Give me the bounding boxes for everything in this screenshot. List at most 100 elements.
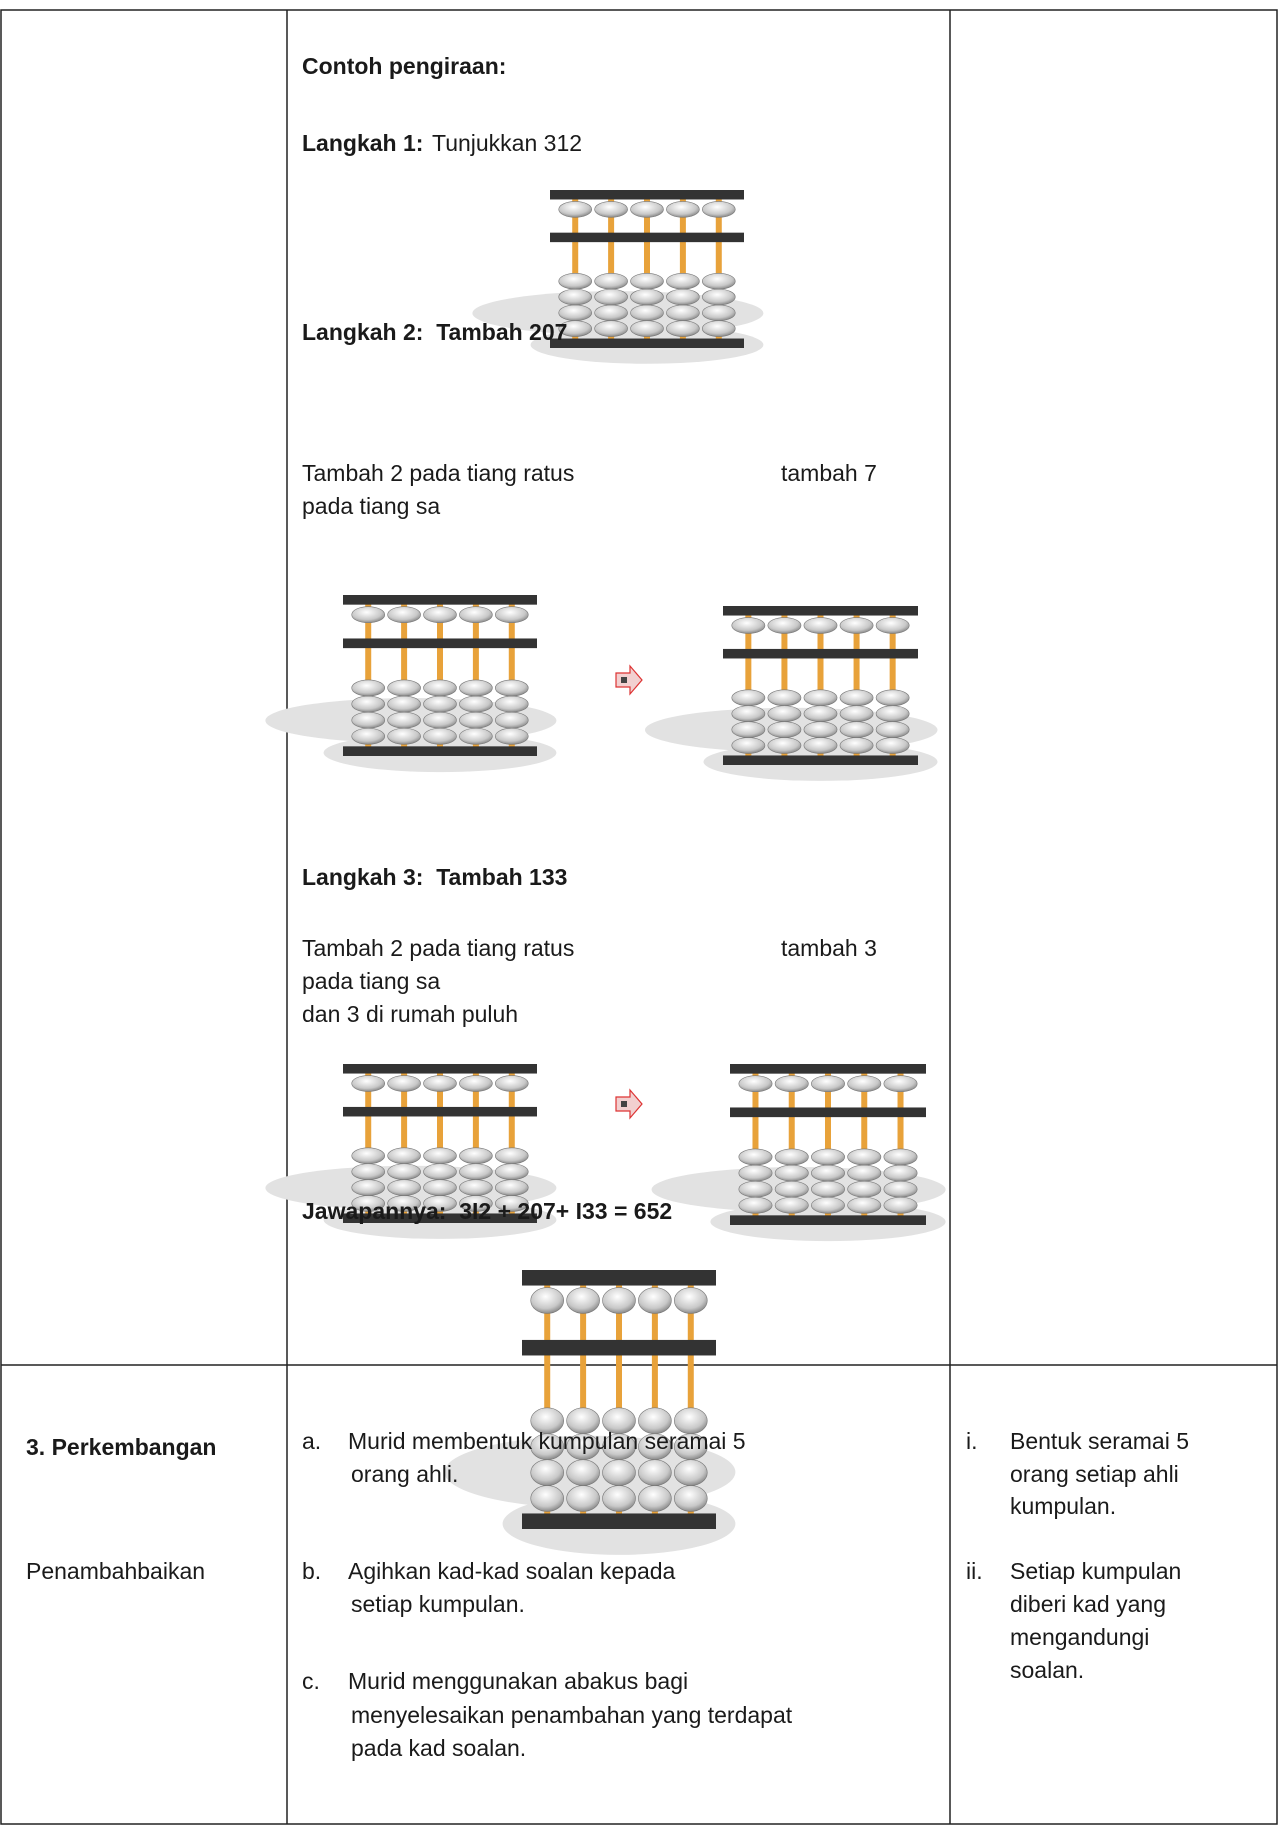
step-title: Langkah 2: Tambah 207	[302, 319, 568, 345]
bead	[883, 1075, 918, 1093]
bead	[494, 727, 529, 745]
bead	[387, 679, 421, 697]
arrow-mark	[621, 1101, 627, 1107]
rod	[651, 1270, 658, 1529]
rod	[825, 1064, 831, 1225]
bead	[387, 606, 421, 624]
frame-bar	[550, 232, 744, 243]
rod	[472, 595, 479, 756]
bead	[459, 1179, 493, 1196]
step-title: Langkah 3: Tambah 133	[302, 864, 568, 890]
bead	[566, 1407, 600, 1435]
frame-bar	[723, 606, 918, 616]
bead	[774, 1148, 809, 1166]
list-line: Agihkan kad-kad soalan kepada	[348, 1558, 676, 1584]
bead	[351, 1163, 386, 1180]
stage: 3. Perkembangan	[26, 1434, 217, 1460]
bead	[387, 1147, 421, 1165]
bead	[566, 1485, 600, 1512]
bead	[602, 1485, 636, 1512]
bead	[630, 304, 664, 322]
bead	[811, 1180, 845, 1198]
rod	[853, 606, 860, 765]
bead	[387, 1075, 421, 1092]
bead	[351, 695, 386, 713]
bead	[738, 1164, 773, 1182]
bead	[883, 1148, 918, 1166]
bead	[738, 1196, 773, 1214]
rod	[897, 1064, 904, 1225]
bead	[701, 288, 736, 306]
frame-bar	[522, 1339, 716, 1356]
bead	[494, 695, 529, 713]
list-line: Bentuk seramai 5	[1010, 1428, 1189, 1454]
bead	[803, 617, 838, 634]
bead	[387, 1163, 421, 1180]
bead	[811, 1148, 845, 1166]
frame-bar	[730, 1064, 926, 1074]
bead	[630, 201, 664, 218]
list-line: pada kad soalan.	[351, 1735, 527, 1761]
rod	[572, 190, 579, 348]
abacus	[472, 190, 764, 364]
bead	[811, 1164, 845, 1182]
frame-bar	[730, 1107, 926, 1118]
bead	[594, 304, 628, 322]
frame-bar	[522, 1270, 716, 1286]
list-line: diberi kad yang	[1010, 1591, 1166, 1617]
bead	[423, 1075, 457, 1092]
bead	[673, 1485, 708, 1512]
bead	[459, 679, 493, 697]
answer: Jawapannya: 3I2 + 207+ I33 = 652	[302, 1198, 673, 1224]
heading: Contoh pengiraan:	[302, 53, 507, 79]
bead	[701, 273, 736, 290]
bead	[803, 705, 838, 722]
bead	[351, 711, 386, 729]
bead	[387, 711, 421, 729]
bead	[494, 711, 529, 729]
bead	[494, 679, 529, 697]
bead	[839, 737, 874, 754]
frame-bar	[723, 755, 918, 765]
bead	[731, 721, 766, 738]
step-label: Langkah 1:	[302, 130, 424, 156]
bead	[423, 679, 457, 697]
bead	[459, 1147, 493, 1165]
frame-bar	[343, 746, 537, 756]
list-marker: i.	[966, 1428, 978, 1454]
bead	[767, 689, 802, 707]
bead	[875, 705, 910, 722]
rod	[616, 1270, 622, 1529]
bead	[423, 606, 457, 624]
bead	[666, 304, 700, 322]
rod	[781, 606, 788, 765]
bead	[594, 273, 628, 290]
bead	[423, 1179, 457, 1196]
bead	[387, 1179, 421, 1196]
bead	[738, 1180, 773, 1198]
bead	[494, 1163, 529, 1180]
arrow	[615, 1088, 643, 1120]
bead	[459, 727, 493, 745]
rod	[401, 1064, 408, 1223]
bead	[494, 1179, 529, 1196]
rod	[861, 1064, 868, 1225]
bead	[423, 1147, 457, 1165]
bead	[774, 1196, 809, 1214]
step-line: Tambah 2 pada tiang ratus	[302, 935, 575, 961]
list-line: Murid membentuk kumpulan seramai 5	[348, 1428, 746, 1454]
rod	[608, 190, 615, 348]
rod	[365, 595, 372, 756]
frame-bar	[343, 1106, 537, 1117]
rod	[752, 1064, 759, 1225]
step-line: dan 3 di rumah puluh	[302, 1001, 519, 1027]
bead	[883, 1196, 918, 1214]
bead	[847, 1164, 882, 1182]
list-line: soalan.	[1010, 1657, 1085, 1683]
table-border	[0, 9, 1278, 1825]
bead	[767, 617, 802, 634]
frame-bar	[550, 190, 744, 200]
bead	[731, 737, 766, 754]
bead	[558, 273, 593, 290]
frame-bar	[343, 1213, 537, 1223]
